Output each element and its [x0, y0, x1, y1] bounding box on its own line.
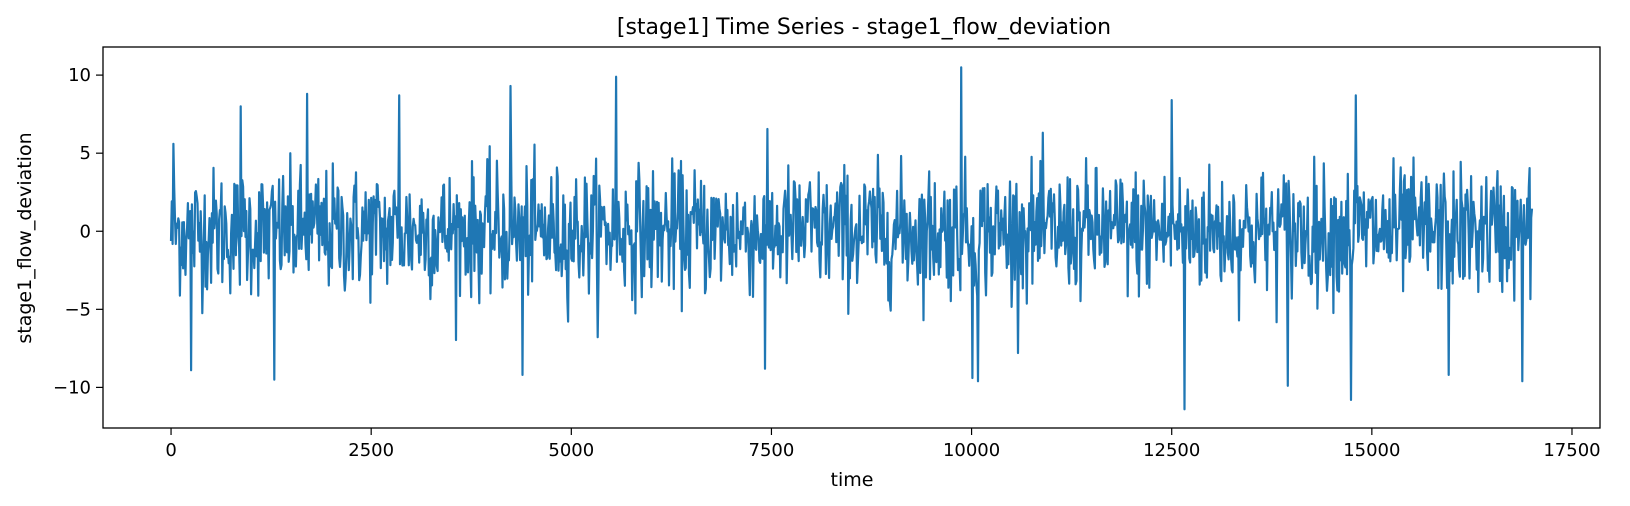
y-tick-label: 10: [68, 65, 91, 86]
x-tick-label: 5000: [548, 440, 594, 461]
y-tick-label: 5: [80, 143, 91, 164]
series-line: [169, 66, 1534, 411]
chart-title: [stage1] Time Series - stage1_flow_devia…: [617, 15, 1111, 40]
x-tick-label: 10000: [943, 440, 1000, 461]
x-axis-ticks: 0 2500 5000 7500 10000 12500 15000 17500: [165, 428, 1601, 461]
x-tick-label: 0: [165, 440, 176, 461]
x-axis-label: time: [831, 469, 874, 491]
y-tick-label: −10: [53, 377, 91, 398]
x-tick-label: 15000: [1343, 440, 1400, 461]
x-tick-label: 17500: [1543, 440, 1600, 461]
y-axis-ticks: 10 5 0 −5 −10: [53, 65, 103, 398]
y-axis-label: stage1_flow_deviation: [14, 132, 36, 343]
plot-frame: [102, 46, 1601, 429]
x-tick-label: 2500: [348, 440, 394, 461]
y-tick-label: −5: [64, 299, 91, 320]
y-tick-label: 0: [80, 221, 91, 242]
x-tick-label: 7500: [749, 440, 795, 461]
x-tick-label: 12500: [1143, 440, 1200, 461]
plot-area: [169, 66, 1534, 411]
